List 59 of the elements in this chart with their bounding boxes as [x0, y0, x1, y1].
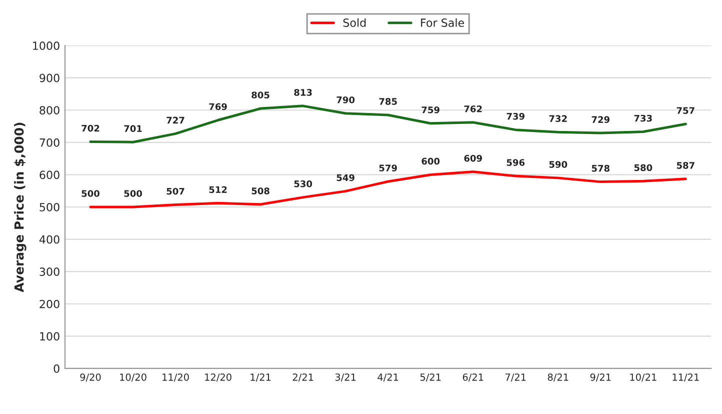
data-label: 805 [252, 92, 270, 98]
data-label: 507 [166, 188, 184, 195]
data-label: 729 [592, 116, 610, 123]
data-label: 580 [634, 164, 652, 172]
y-axis-title: Average Price (in $,000) [14, 122, 26, 292]
x-tick-label: 2/21 [292, 373, 314, 382]
data-label: 757 [676, 107, 694, 114]
data-label: 578 [592, 164, 610, 172]
y-tick-label: 900 [40, 74, 60, 82]
x-tick-label: 11/21 [672, 373, 699, 382]
legend-label: For Sale [421, 18, 464, 27]
data-label: 727 [166, 116, 184, 124]
data-label: 549 [336, 174, 354, 182]
data-label: 609 [464, 154, 482, 162]
data-label: 590 [549, 161, 568, 168]
x-tick-label: 12/20 [205, 373, 232, 382]
y-tick-label: 500 [40, 202, 60, 212]
data-label: 530 [294, 180, 312, 188]
x-tick-label: 10/21 [630, 373, 656, 382]
x-tick-label: 9/20 [80, 373, 101, 382]
y-tick-label: 1000 [33, 42, 60, 50]
data-label: 500 [82, 190, 100, 197]
x-tick-label: 6/21 [462, 373, 484, 382]
y-tick-label: 800 [40, 106, 60, 115]
y-tick-label: 0 [54, 364, 60, 373]
x-tick-label: 3/21 [335, 373, 356, 382]
data-label: 769 [209, 103, 227, 110]
x-tick-label: 11/20 [162, 373, 189, 382]
x-tick-label: 9/21 [590, 373, 611, 382]
data-label: 600 [422, 158, 440, 165]
y-tick-label: 600 [40, 170, 60, 180]
data-label: 500 [124, 190, 142, 197]
x-tick-label: 5/21 [420, 373, 441, 382]
data-label: 587 [676, 162, 694, 169]
x-tick-label: 1/21 [250, 373, 271, 382]
y-tick-label: 200 [40, 300, 60, 308]
y-tick-label: 100 [40, 332, 60, 341]
y-tick-label: 300 [40, 268, 60, 276]
y-tick-label: 700 [40, 138, 60, 147]
legend-label: Sold [343, 18, 366, 27]
data-label: 579 [379, 164, 397, 172]
data-label: 702 [82, 124, 100, 132]
data-label: 512 [209, 186, 227, 194]
data-label: 732 [549, 115, 567, 122]
data-label: 739 [506, 112, 524, 120]
data-label: 596 [506, 159, 525, 166]
data-label: 813 [294, 89, 312, 96]
y-tick-label: 400 [39, 235, 60, 244]
data-label: 790 [336, 96, 355, 104]
x-tick-label: 8/21 [548, 373, 568, 382]
data-label: 762 [464, 105, 482, 112]
data-label: 785 [379, 98, 397, 105]
x-tick-label: 4/21 [378, 373, 398, 382]
data-label: 759 [422, 106, 440, 114]
x-tick-label: 7/21 [505, 373, 526, 382]
data-label: 508 [252, 188, 270, 194]
data-label: 733 [634, 114, 652, 122]
data-label: 701 [124, 125, 142, 132]
x-tick-label: 10/20 [120, 373, 146, 382]
